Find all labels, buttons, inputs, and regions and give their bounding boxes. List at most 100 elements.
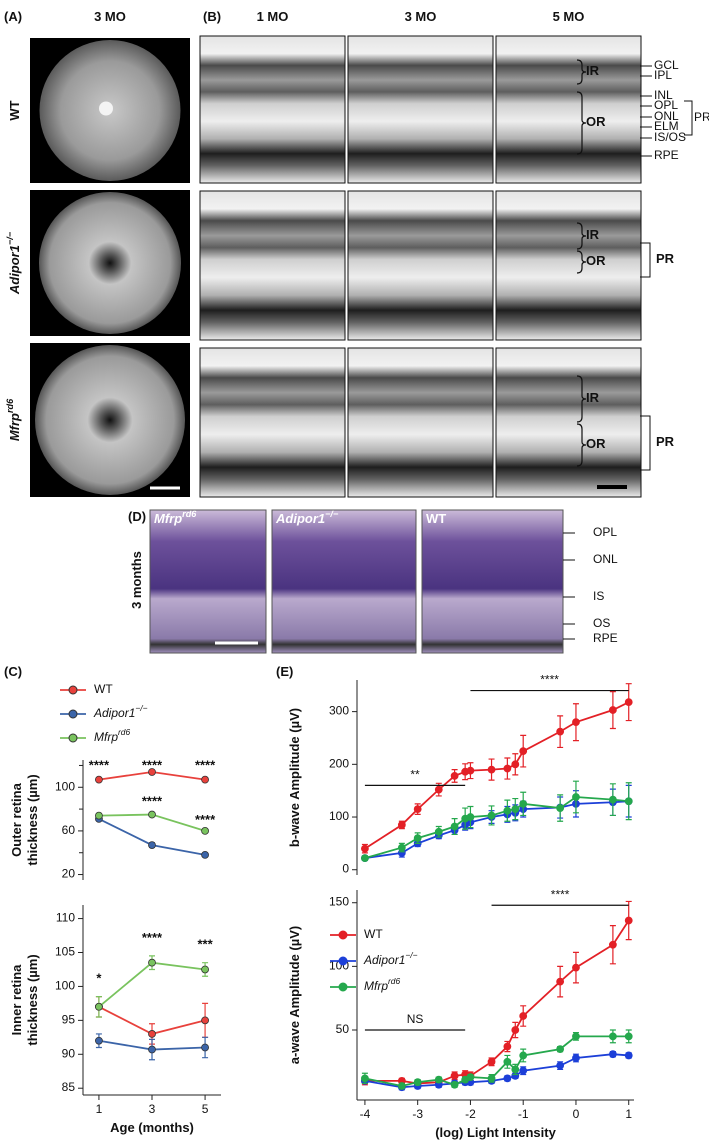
y-tick-label: 100 bbox=[55, 779, 75, 793]
marker bbox=[624, 698, 633, 707]
marker bbox=[624, 1051, 633, 1060]
significance-label-text: ** bbox=[410, 768, 420, 782]
row-label-text: WT bbox=[7, 100, 22, 120]
y-tick-label-text: 105 bbox=[55, 945, 75, 959]
panel-label: (B) bbox=[203, 9, 221, 24]
layer-label: ELM bbox=[654, 119, 679, 133]
marker bbox=[503, 1057, 512, 1066]
oct-image bbox=[199, 347, 346, 498]
layer-label-text: IPL bbox=[654, 68, 672, 82]
marker bbox=[511, 1065, 520, 1074]
bracket-label: PR bbox=[656, 434, 675, 449]
significance-label: **** bbox=[551, 887, 570, 901]
column-header: 5 MO bbox=[553, 9, 585, 24]
legend-label-text: Adipor1 bbox=[363, 953, 405, 967]
brace bbox=[576, 91, 587, 155]
marker bbox=[519, 1051, 528, 1060]
panel-label-text: (C) bbox=[4, 664, 22, 679]
legend-label-text: Mfrp bbox=[364, 979, 388, 993]
column-header-text: 1 MO bbox=[257, 9, 289, 24]
y-tick-label: 110 bbox=[56, 911, 75, 925]
legend-label: Adipor1−/− bbox=[93, 703, 148, 720]
marker bbox=[487, 765, 496, 774]
row-label-text: Adipor1 bbox=[7, 245, 22, 295]
histology-image bbox=[149, 509, 267, 654]
significance-label: **** bbox=[89, 758, 110, 773]
legend-label-text: WT bbox=[364, 927, 383, 941]
layer-label-text: RPE bbox=[593, 631, 618, 645]
bracket bbox=[640, 242, 651, 278]
marker bbox=[450, 1080, 459, 1089]
marker bbox=[624, 1032, 633, 1041]
bracket bbox=[640, 415, 651, 471]
marker bbox=[519, 1066, 528, 1075]
marker bbox=[487, 1057, 496, 1066]
column-header: 1 MO bbox=[257, 9, 289, 24]
marker bbox=[624, 797, 633, 806]
significance-label: **** bbox=[142, 758, 163, 773]
x-tick-label-text: -4 bbox=[360, 1107, 371, 1121]
marker bbox=[95, 775, 103, 784]
marker bbox=[608, 1050, 617, 1059]
marker bbox=[608, 706, 617, 714]
x-axis-label: (log) Light Intensity bbox=[435, 1125, 556, 1140]
column-header-text: 3 MO bbox=[94, 9, 126, 24]
x-tick-label-text: -2 bbox=[465, 1107, 476, 1121]
fundus bbox=[35, 345, 185, 495]
y-axis-label-text: thickness (µm) bbox=[25, 774, 40, 865]
histology-image bbox=[271, 509, 417, 654]
brace-label-text: IR bbox=[586, 227, 600, 242]
oct-image bbox=[347, 190, 494, 341]
marker bbox=[450, 822, 459, 831]
legend-label-sup: rd6 bbox=[118, 727, 130, 737]
layer-label-text: INL bbox=[654, 88, 673, 102]
marker bbox=[511, 805, 520, 814]
y-tick-label-text: 50 bbox=[336, 1022, 350, 1036]
x-tick-label: 1 bbox=[625, 1107, 632, 1121]
row-label: WT bbox=[7, 100, 22, 120]
significance-label-text: NS bbox=[407, 1012, 424, 1026]
marker bbox=[148, 1045, 156, 1054]
y-axis-label-text: a-wave Amplitude (µV) bbox=[287, 926, 302, 1064]
marker bbox=[503, 1074, 512, 1083]
y-tick-label: 50 bbox=[336, 1022, 350, 1036]
bracket-label: PR bbox=[694, 110, 709, 124]
y-tick-label: 95 bbox=[62, 1013, 76, 1027]
y-axis-label-text: Outer retina bbox=[9, 782, 24, 856]
y-axis-label: Inner retina bbox=[9, 964, 24, 1036]
x-tick-label-text: 3 bbox=[149, 1102, 156, 1116]
brace-label-text: OR bbox=[586, 436, 606, 451]
significance-label-text: **** bbox=[89, 758, 110, 773]
marker bbox=[556, 1045, 565, 1053]
x-tick-label: -3 bbox=[412, 1107, 423, 1121]
layer-label: ONL bbox=[593, 552, 618, 566]
row-label-text: 3 months bbox=[129, 551, 144, 609]
fundus bbox=[39, 192, 181, 334]
significance-label: ** bbox=[410, 768, 420, 782]
panel-label-text: (B) bbox=[203, 9, 221, 24]
bracket-label-text: PR bbox=[656, 251, 675, 266]
row-label: Adipor1−/− bbox=[5, 231, 22, 295]
legend-marker bbox=[68, 733, 78, 743]
marker bbox=[361, 844, 369, 853]
layer-label-text: IS/OS bbox=[654, 130, 686, 144]
bracket-label-text: PR bbox=[656, 434, 675, 449]
marker bbox=[148, 768, 156, 776]
column-header-text: 5 MO bbox=[553, 9, 585, 24]
layer-label-text: ELM bbox=[654, 119, 679, 133]
layer-label-text: RPE bbox=[654, 148, 679, 162]
marker bbox=[95, 811, 103, 820]
brace bbox=[576, 59, 587, 85]
x-tick-label: -1 bbox=[518, 1107, 529, 1121]
panel-label: (A) bbox=[4, 9, 22, 24]
y-tick-label-text: 95 bbox=[62, 1013, 76, 1027]
layer-label: GCL bbox=[654, 58, 679, 72]
y-tick-label-text: 100 bbox=[55, 979, 75, 993]
brace-label-text: OR bbox=[586, 114, 606, 129]
marker bbox=[503, 1042, 512, 1051]
marker bbox=[466, 1073, 475, 1081]
legend-marker bbox=[338, 956, 348, 966]
layer-label: IPL bbox=[654, 68, 672, 82]
marker bbox=[608, 940, 617, 949]
legend-label-sup: rd6 bbox=[388, 976, 400, 986]
